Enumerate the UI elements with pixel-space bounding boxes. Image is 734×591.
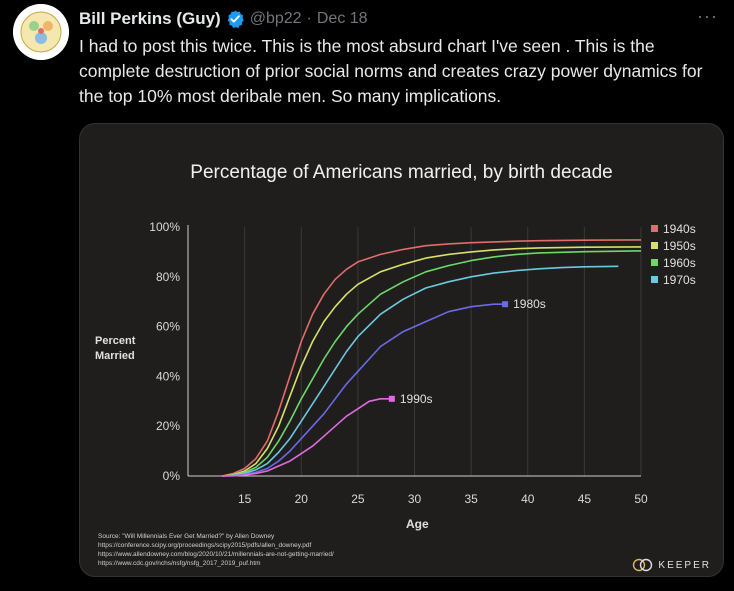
series-line-1940s bbox=[221, 239, 642, 477]
chart-title: Percentage of Americans married, by birt… bbox=[190, 162, 613, 183]
end-label-1980s: 1980s bbox=[513, 297, 546, 311]
end-label-1990s: 1990s bbox=[400, 392, 433, 406]
chart-source: Source: "Will Millennials Ever Get Marri… bbox=[98, 532, 334, 568]
x-tick-label: 35 bbox=[464, 492, 478, 506]
source-line: https://www.cdc.gov/nchs/nsfg/nsfg_2017_… bbox=[98, 560, 261, 567]
chart-legend: 1940s 1950s 1960s 1970s bbox=[651, 220, 696, 288]
author-name[interactable]: Bill Perkins (Guy) bbox=[79, 9, 221, 28]
author-avatar[interactable] bbox=[13, 4, 69, 60]
x-tick-label: 20 bbox=[295, 492, 309, 506]
series-line-1950s bbox=[221, 246, 642, 477]
series-line-1960s bbox=[221, 250, 642, 477]
legend-label: 1950s bbox=[663, 238, 696, 253]
y-axis-label: Percent Married bbox=[95, 334, 135, 364]
verified-badge-icon bbox=[227, 10, 244, 28]
tweet-date[interactable]: Dec 18 bbox=[316, 10, 368, 27]
legend-swatch bbox=[651, 242, 658, 249]
y-tick-label: 20% bbox=[156, 419, 180, 433]
avatar-image bbox=[13, 4, 69, 60]
end-marker-1990s bbox=[388, 395, 395, 402]
y-tick-label: 40% bbox=[156, 369, 180, 383]
legend-label: 1960s bbox=[663, 255, 696, 270]
more-options-icon[interactable]: ··· bbox=[697, 6, 718, 26]
y-tick-label: 80% bbox=[156, 270, 180, 284]
author-handle[interactable]: @bp22 bbox=[249, 10, 302, 27]
legend-label: 1940s bbox=[663, 221, 696, 236]
legend-swatch bbox=[651, 276, 658, 283]
chart-plot: 0% 20% 40% 60% 80% 100% 15 20 25 30 35 40 45 50 1980s 1… bbox=[149, 220, 648, 506]
series-line-1980s bbox=[221, 303, 506, 477]
x-tick-label: 50 bbox=[634, 492, 648, 506]
legend-swatch bbox=[651, 259, 658, 266]
keeper-brand-text: KEEPER bbox=[658, 559, 711, 571]
tweet-header: Bill Perkins (Guy) @bp22 · Dec 18 ··· bbox=[79, 6, 718, 30]
legend-label: 1970s bbox=[663, 272, 696, 287]
tweet-media-card[interactable]: Percentage of Americans married, by birt… bbox=[79, 123, 724, 577]
y-axis-label-line-1: Percent bbox=[95, 335, 136, 347]
series-line-1970s bbox=[221, 265, 619, 477]
x-tick-label: 30 bbox=[408, 492, 422, 506]
y-tick-label: 60% bbox=[156, 320, 180, 334]
legend-item-1940s: 1940s bbox=[651, 220, 696, 237]
keeper-brand: KEEPER bbox=[632, 558, 711, 572]
source-line: https://conference.scipy.org/proceedings… bbox=[98, 542, 312, 549]
x-tick-label: 25 bbox=[351, 492, 365, 506]
header-separator: · bbox=[306, 10, 312, 27]
tweet-text: I had to post this twice. This is the mo… bbox=[79, 36, 703, 106]
y-tick-label: 100% bbox=[149, 220, 180, 234]
legend-item-1950s: 1950s bbox=[651, 237, 696, 254]
x-tick-label: 40 bbox=[521, 492, 535, 506]
end-marker-1980s bbox=[502, 301, 509, 308]
legend-item-1970s: 1970s bbox=[651, 271, 696, 288]
x-tick-label: 15 bbox=[238, 492, 252, 506]
y-axis-label-line-2: Married bbox=[95, 350, 135, 362]
legend-item-1960s: 1960s bbox=[651, 254, 696, 271]
y-tick-label: 0% bbox=[163, 469, 181, 483]
x-axis-label: Age bbox=[406, 517, 429, 531]
x-tick-label: 45 bbox=[578, 492, 592, 506]
legend-swatch bbox=[651, 225, 658, 232]
series-line-1990s bbox=[221, 398, 392, 477]
keeper-logo-icon bbox=[633, 558, 653, 572]
source-line: https://www.allendowney.com/blog/2020/10… bbox=[98, 551, 334, 558]
source-line: Source: "Will Millennials Ever Get Marri… bbox=[98, 533, 275, 540]
